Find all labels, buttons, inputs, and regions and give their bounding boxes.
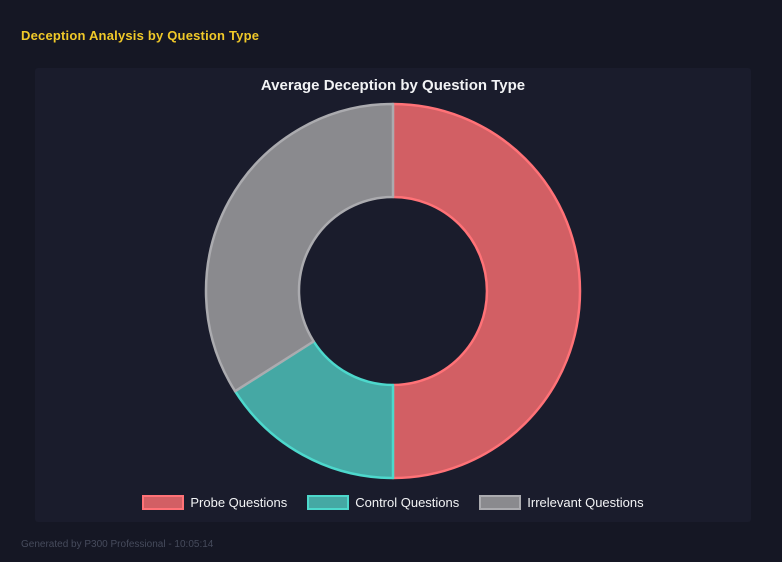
donut-segment-1[interactable] bbox=[233, 340, 395, 480]
chart-title: Average Deception by Question Type bbox=[260, 77, 526, 94]
donut-segment-2[interactable] bbox=[204, 102, 395, 393]
legend-label: Control Questions bbox=[355, 495, 460, 510]
legend-swatch-icon bbox=[142, 495, 185, 510]
legend-label: Irrelevant Questions bbox=[527, 495, 644, 510]
footer-note: Generated by P300 Professional - 10:05:1… bbox=[21, 539, 214, 550]
chart-legend: Probe Questions Control Questions Irreleva… bbox=[35, 495, 751, 510]
legend-swatch-icon bbox=[307, 495, 350, 510]
legend-item-2[interactable]: Irrelevant Questions bbox=[479, 495, 644, 510]
donut-segment-0[interactable] bbox=[391, 102, 582, 480]
chart-panel: Average Deception by Question Type Probe… bbox=[35, 68, 751, 522]
page-title: Deception Analysis by Question Type bbox=[21, 28, 260, 43]
legend-item-1[interactable]: Control Questions bbox=[307, 495, 459, 510]
donut-chart bbox=[204, 102, 582, 480]
legend-label: Probe Questions bbox=[190, 495, 288, 510]
legend-swatch-icon bbox=[479, 495, 522, 510]
legend-item-0[interactable]: Probe Questions bbox=[142, 495, 287, 510]
